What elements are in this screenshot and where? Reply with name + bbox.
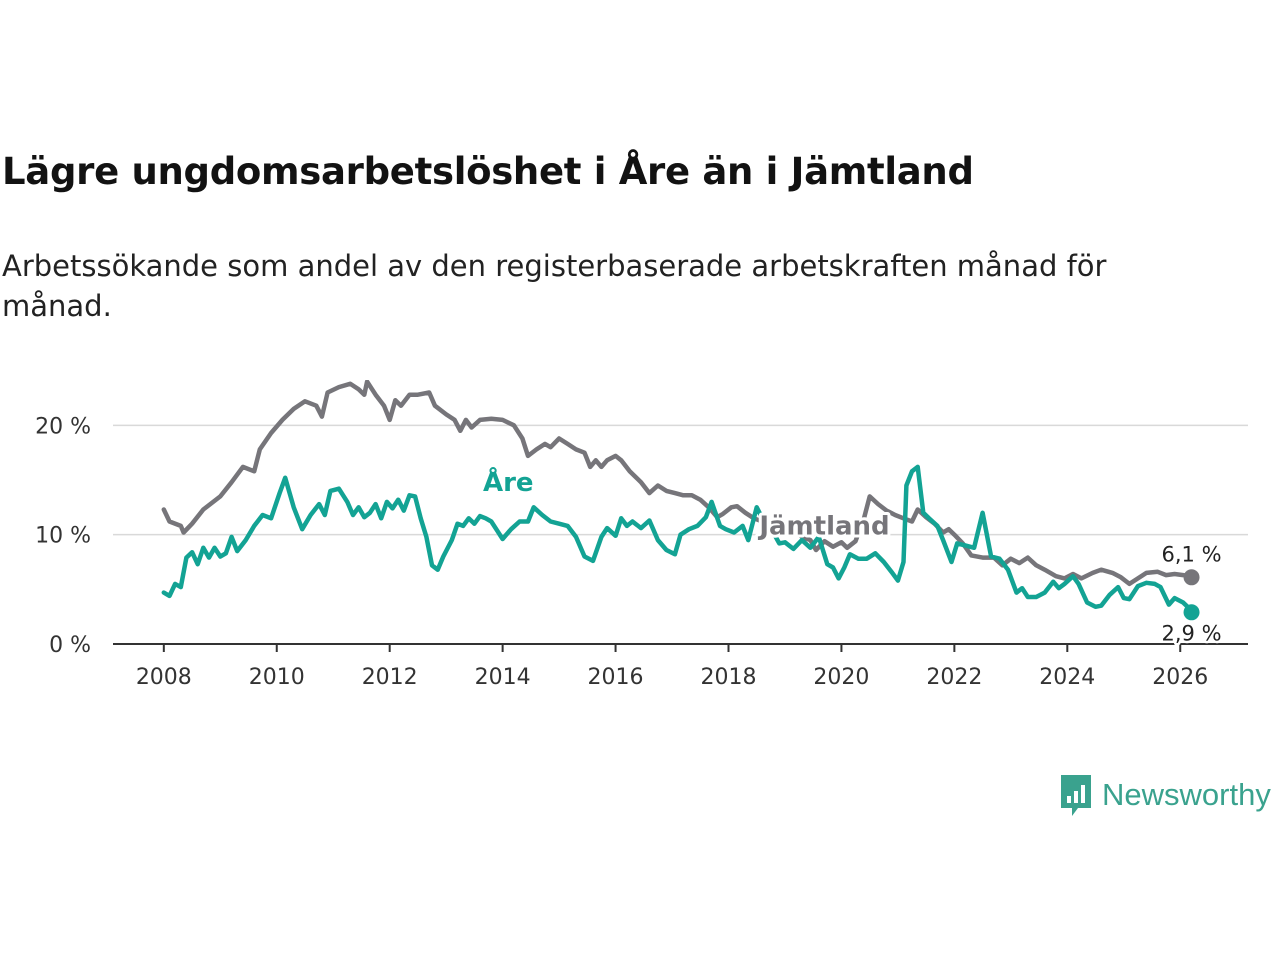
- y-tick-label: 0 %: [49, 633, 91, 658]
- end-point-jamtland: [1183, 569, 1200, 586]
- end-point-are: [1183, 604, 1200, 621]
- x-tick-label: 2018: [700, 665, 756, 690]
- series-line-jamtland: [161, 380, 1194, 587]
- x-tick-label: 2010: [249, 665, 305, 690]
- series-label-jamtland: Jämtland: [757, 512, 889, 542]
- x-tick-label: 2026: [1152, 665, 1208, 690]
- newsworthy-logo-icon: [1061, 775, 1091, 816]
- x-tick-label: 2014: [475, 665, 531, 690]
- x-tick-label: 2022: [926, 665, 982, 690]
- end-value-label-jamtland: 6,1 %: [1162, 542, 1222, 566]
- y-tick-label: 10 %: [35, 524, 91, 549]
- x-tick-label: 2024: [1039, 665, 1095, 690]
- x-tick-label: 2012: [362, 665, 418, 690]
- end-value-label-are: 2,9 %: [1162, 621, 1222, 645]
- series-line-are: [161, 464, 1194, 615]
- newsworthy-brand[interactable]: Newsworthy: [1058, 772, 1271, 818]
- chart-title: Lägre ungdomsarbetslöshet i Åre än i Jäm…: [2, 150, 974, 193]
- y-tick-label: 20 %: [35, 414, 91, 439]
- x-tick-label: 2020: [813, 665, 869, 690]
- series-label-are: Åre: [483, 466, 534, 498]
- brand-name: Newsworthy: [1102, 777, 1271, 812]
- chart-subtitle: Arbetssökande som andel av den registerb…: [2, 249, 1107, 323]
- x-tick-label: 2008: [136, 665, 192, 690]
- x-tick-label: 2016: [588, 665, 644, 690]
- line-chart: 0 % 10 % 20 % 2008 2010 2012 2014 2016 2018 2020 2…: [35, 380, 1248, 690]
